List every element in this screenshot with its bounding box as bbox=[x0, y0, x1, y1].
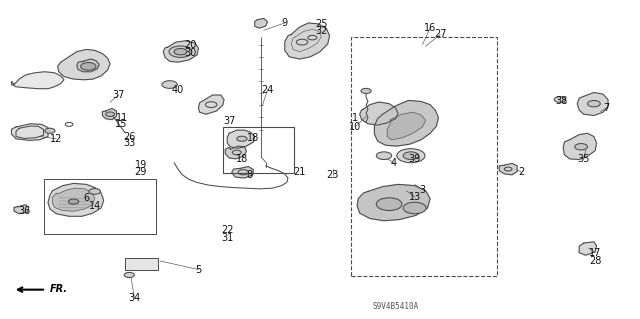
Polygon shape bbox=[102, 108, 116, 120]
Circle shape bbox=[403, 202, 426, 214]
Text: 18: 18 bbox=[236, 154, 248, 165]
Text: 13: 13 bbox=[408, 192, 421, 202]
Polygon shape bbox=[357, 184, 430, 221]
Text: 40: 40 bbox=[172, 85, 184, 95]
Text: 3: 3 bbox=[419, 185, 426, 195]
Circle shape bbox=[106, 112, 115, 116]
Bar bbox=[351, 37, 497, 276]
Text: 31: 31 bbox=[221, 233, 234, 243]
Text: 19: 19 bbox=[134, 160, 147, 170]
Text: 37: 37 bbox=[112, 90, 125, 100]
Text: 8: 8 bbox=[246, 170, 253, 180]
Circle shape bbox=[361, 88, 371, 93]
Polygon shape bbox=[577, 93, 608, 115]
Circle shape bbox=[376, 152, 392, 160]
Polygon shape bbox=[225, 146, 246, 159]
Text: 25: 25 bbox=[315, 19, 328, 29]
Text: 27: 27 bbox=[434, 29, 447, 40]
Text: 30: 30 bbox=[184, 48, 197, 58]
Text: 26: 26 bbox=[123, 131, 136, 142]
Circle shape bbox=[554, 97, 566, 102]
Text: 14: 14 bbox=[88, 201, 101, 211]
Circle shape bbox=[162, 81, 177, 88]
Circle shape bbox=[588, 100, 600, 107]
Text: 2: 2 bbox=[518, 167, 525, 177]
Circle shape bbox=[124, 272, 134, 278]
Circle shape bbox=[403, 152, 419, 160]
Text: 21: 21 bbox=[293, 167, 306, 177]
Text: 7: 7 bbox=[604, 103, 610, 113]
Text: S9V4B5410A: S9V4B5410A bbox=[372, 302, 419, 311]
Text: 6: 6 bbox=[83, 193, 90, 204]
Polygon shape bbox=[12, 72, 64, 89]
Text: 4: 4 bbox=[390, 158, 397, 168]
Polygon shape bbox=[58, 49, 110, 80]
Polygon shape bbox=[227, 130, 255, 148]
Text: 5: 5 bbox=[195, 264, 202, 275]
Text: 9: 9 bbox=[282, 18, 288, 28]
Text: 15: 15 bbox=[115, 119, 128, 130]
Circle shape bbox=[237, 136, 247, 141]
Circle shape bbox=[575, 144, 588, 150]
Circle shape bbox=[89, 189, 100, 194]
Polygon shape bbox=[14, 205, 29, 214]
Circle shape bbox=[397, 149, 425, 163]
Polygon shape bbox=[52, 188, 95, 211]
Text: 1: 1 bbox=[352, 113, 358, 123]
Bar bbox=[223, 127, 294, 173]
Text: FR.: FR. bbox=[50, 284, 68, 294]
Polygon shape bbox=[579, 242, 596, 255]
Circle shape bbox=[169, 46, 192, 57]
Text: 23: 23 bbox=[326, 170, 339, 180]
Polygon shape bbox=[232, 167, 253, 178]
Polygon shape bbox=[285, 23, 330, 59]
Polygon shape bbox=[360, 102, 398, 125]
Text: 28: 28 bbox=[589, 256, 602, 266]
Polygon shape bbox=[198, 95, 224, 114]
Polygon shape bbox=[163, 41, 198, 62]
Polygon shape bbox=[374, 100, 438, 146]
Circle shape bbox=[174, 48, 187, 55]
Text: 11: 11 bbox=[115, 113, 128, 123]
Text: 17: 17 bbox=[589, 248, 602, 258]
Circle shape bbox=[68, 199, 79, 204]
Text: 29: 29 bbox=[134, 167, 147, 177]
Text: 22: 22 bbox=[221, 225, 234, 235]
Text: 20: 20 bbox=[184, 40, 197, 50]
Text: 10: 10 bbox=[349, 122, 362, 132]
Polygon shape bbox=[48, 183, 104, 216]
Polygon shape bbox=[12, 124, 48, 140]
Circle shape bbox=[376, 198, 402, 211]
Text: 18: 18 bbox=[246, 133, 259, 143]
Text: 16: 16 bbox=[424, 23, 436, 33]
Text: 37: 37 bbox=[223, 115, 236, 126]
Text: 38: 38 bbox=[556, 96, 568, 107]
Bar bbox=[44, 179, 156, 234]
Polygon shape bbox=[255, 19, 268, 28]
Text: 12: 12 bbox=[50, 134, 63, 144]
Text: 39: 39 bbox=[408, 154, 421, 164]
Text: 33: 33 bbox=[123, 138, 136, 148]
Text: 35: 35 bbox=[577, 154, 590, 165]
Polygon shape bbox=[77, 59, 99, 72]
Text: 36: 36 bbox=[18, 206, 31, 216]
Bar bbox=[125, 258, 158, 270]
Polygon shape bbox=[563, 133, 596, 160]
Text: 24: 24 bbox=[261, 85, 274, 95]
Circle shape bbox=[45, 128, 55, 133]
Circle shape bbox=[81, 63, 96, 70]
Polygon shape bbox=[499, 163, 517, 175]
Text: 34: 34 bbox=[128, 293, 141, 303]
Text: 32: 32 bbox=[315, 26, 328, 36]
Polygon shape bbox=[387, 112, 426, 140]
